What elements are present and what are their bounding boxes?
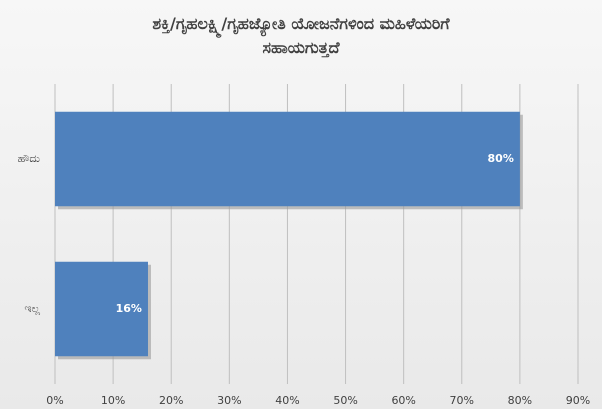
bar xyxy=(55,111,520,207)
x-tick-label: 70% xyxy=(450,394,474,407)
x-tick-label: 10% xyxy=(101,394,125,407)
y-tick-label: ಇಲ್ಲ xyxy=(24,302,40,316)
x-tick-label: 30% xyxy=(217,394,241,407)
x-tick-label: 80% xyxy=(508,394,532,407)
x-tick-label: 50% xyxy=(333,394,357,407)
x-tick-label: 20% xyxy=(159,394,183,407)
chart-title: ಶಕ್ತಿ/ಗೃಹಲಕ್ಷ್ಮಿ/ಗೃಹಜ್ಯೋತಿ ಯೋಜನೆಗಳಿಂದ ಮಹ… xyxy=(152,14,450,57)
x-tick-label: 40% xyxy=(275,394,299,407)
value-label: 80% xyxy=(488,152,514,165)
value-label: 16% xyxy=(116,302,142,315)
x-tick-label: 60% xyxy=(391,394,415,407)
x-tick-label: 90% xyxy=(566,394,590,407)
y-tick-label: ಹೌದು xyxy=(18,152,41,165)
bar xyxy=(55,261,148,357)
x-tick-label: 0% xyxy=(46,394,63,407)
